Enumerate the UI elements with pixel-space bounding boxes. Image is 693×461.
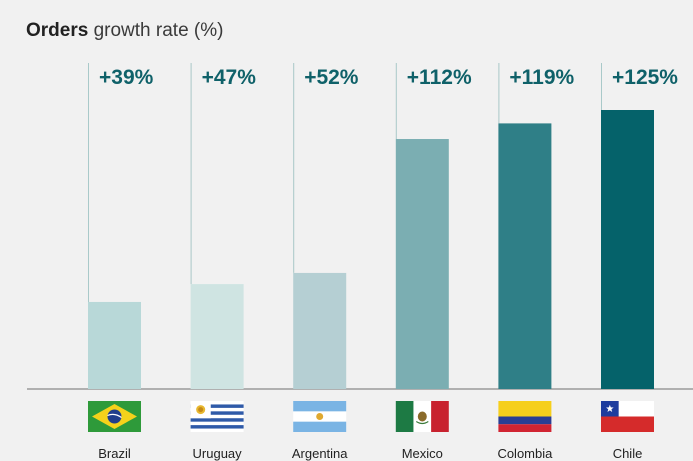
bar-argentina: [293, 272, 347, 389]
category-label: Mexico: [402, 446, 443, 461]
bar-uruguay: [190, 284, 244, 389]
value-label: +39%: [99, 66, 154, 89]
bar-group-chile: +125% Chile: [601, 63, 678, 461]
uruguay-flag-icon: [190, 401, 244, 432]
argentina-flag-icon: [293, 401, 347, 432]
bar-group-uruguay: +47% Uruguay: [190, 63, 257, 461]
bar-chile: [601, 110, 654, 389]
category-label: Colombia: [497, 446, 553, 461]
bar-group-argentina: +52% Argentina: [292, 63, 359, 461]
bar-brazil: [88, 301, 141, 389]
brazil-flag-icon: [88, 401, 141, 432]
value-label: +119%: [509, 66, 574, 89]
value-label: +47%: [202, 66, 257, 89]
chile-flag-icon: [601, 401, 654, 432]
chart-title: Orders growth rate (%): [26, 20, 223, 42]
colombia-flag-icon: [498, 401, 552, 432]
mexico-flag-icon: [395, 401, 449, 432]
bar-mexico: [395, 139, 449, 389]
bar-colombia: [498, 123, 552, 389]
chart-title-rest: growth rate (%): [93, 20, 224, 41]
category-label: Uruguay: [193, 446, 243, 461]
category-label: Chile: [613, 446, 643, 461]
category-label: Brazil: [98, 446, 131, 461]
value-label: +125%: [612, 66, 678, 89]
bar-group-brazil: +39% Brazil: [88, 63, 154, 461]
value-label: +112%: [407, 66, 472, 89]
category-label: Argentina: [292, 446, 348, 461]
bar-group-mexico: +112% Mexico: [395, 63, 472, 461]
chart-title-bold: Orders: [26, 20, 89, 41]
value-label: +52%: [304, 66, 359, 89]
bar-group-colombia: +119% Colombia: [497, 63, 575, 461]
